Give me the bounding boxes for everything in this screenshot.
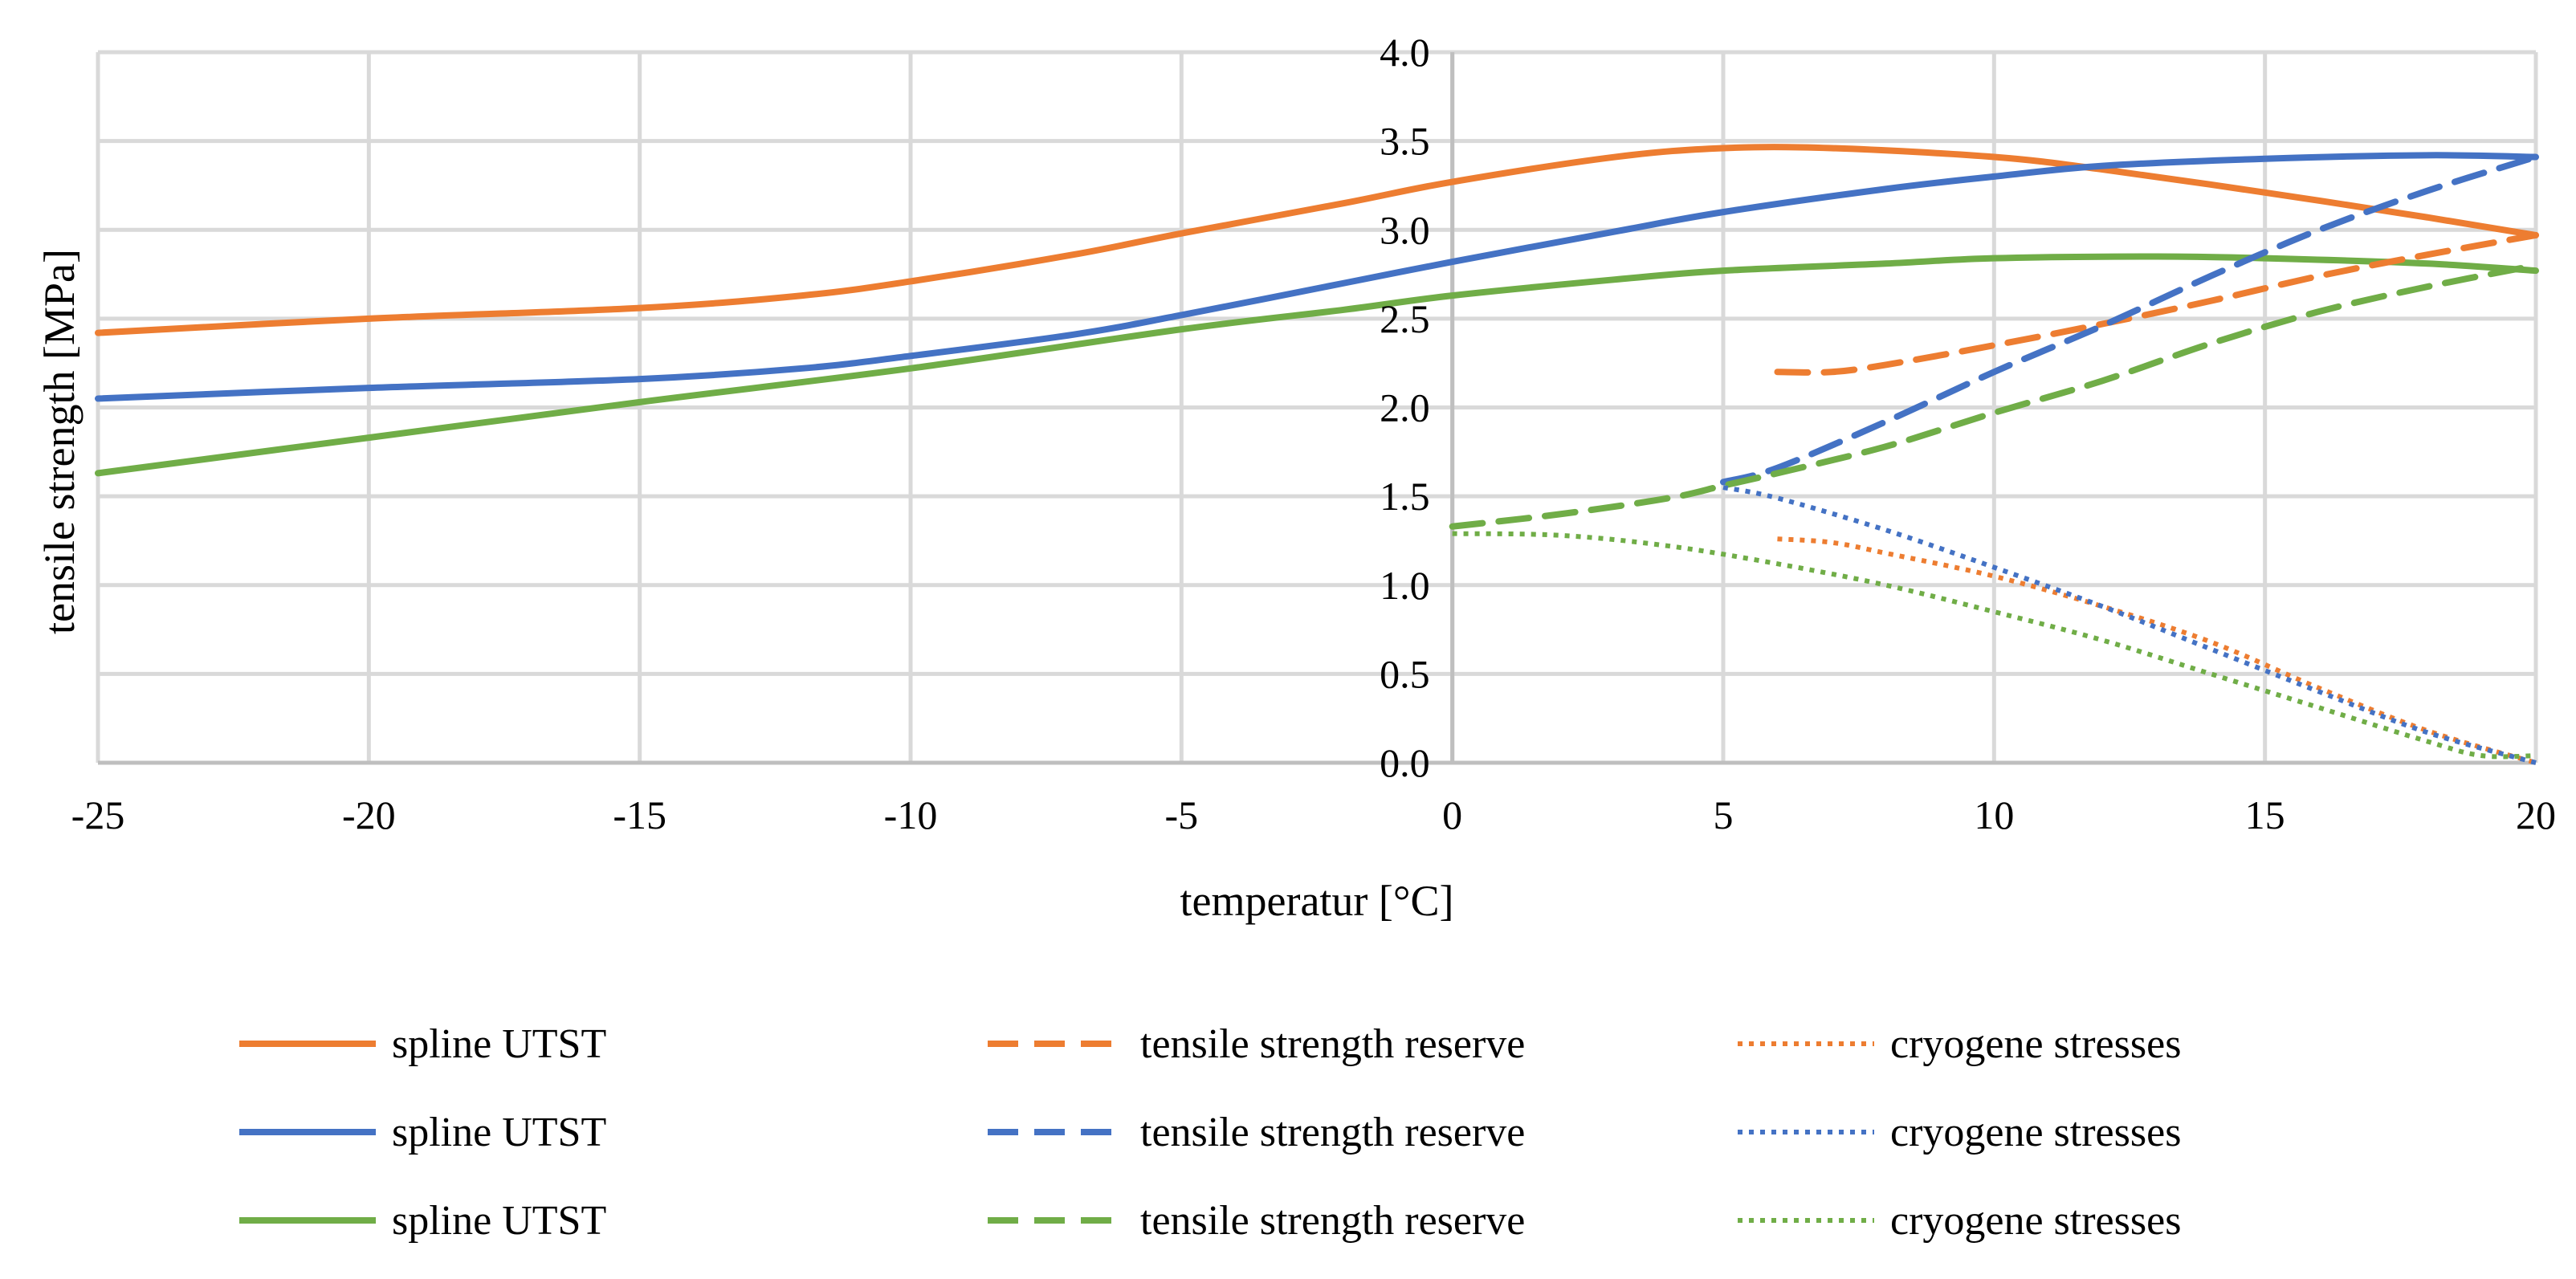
x-tick-label: 15 [2245,792,2285,837]
y-tick-label: 1.5 [1380,474,1430,519]
legend-label-1: spline UTST [392,1110,606,1155]
x-tick-label: 20 [2516,792,2556,837]
y-tick-label: 2.5 [1380,296,1430,341]
plot-area [95,144,2539,765]
y-tick-label: 0.5 [1380,651,1430,696]
legend: spline UTST tensile strength reserve cryog… [239,1021,2181,1244]
legend-label-3: tensile strength reserve [1140,1021,1525,1067]
x-axis: -25 -20 -15 -10 -5 0 5 10 15 20 [71,792,2556,837]
series-line-0 [95,144,2539,336]
series-line-5 [1449,262,2539,530]
x-tick-label: 10 [1974,792,2014,837]
x-tick-label: -15 [613,792,666,837]
legend-label-6: cryogene stresses [1890,1021,2181,1067]
x-tick-label: -10 [884,792,938,837]
legend-label-0: spline UTST [392,1021,606,1067]
x-tick-label: 5 [1714,792,1734,837]
legend-label-4: tensile strength reserve [1140,1110,1525,1155]
legend-label-2: spline UTST [392,1198,606,1244]
x-tick-label: 0 [1442,792,1462,837]
series-line-7 [1722,485,2537,765]
series-line-4 [1720,153,2539,486]
y-tick-label: 3.0 [1380,207,1430,252]
y-tick-label: 2.0 [1380,385,1430,430]
series-line-2 [95,253,2539,477]
y-tick-label: 3.5 [1380,119,1430,164]
y-axis-title: tensile strength [MPa] [35,249,84,634]
series-line-1 [95,152,2539,402]
y-tick-label: 0.0 [1380,740,1430,785]
x-tick-label: -5 [1165,792,1199,837]
legend-label-5: tensile strength reserve [1140,1198,1525,1244]
x-axis-title: temperatur [°C] [1180,877,1454,925]
x-tick-label: -25 [71,792,125,837]
y-axis: 0.0 0.5 1.0 1.5 2.0 2.5 3.0 3.5 4.0 [1380,30,1430,785]
legend-label-8: cryogene stresses [1890,1198,2181,1244]
grid [96,50,2538,765]
y-tick-label: 1.0 [1380,563,1430,608]
series-line-6 [1777,536,2537,765]
x-tick-label: -20 [342,792,396,837]
y-tick-label: 4.0 [1380,30,1430,75]
legend-label-7: cryogene stresses [1890,1110,2181,1155]
series-line-8 [1452,531,2537,760]
